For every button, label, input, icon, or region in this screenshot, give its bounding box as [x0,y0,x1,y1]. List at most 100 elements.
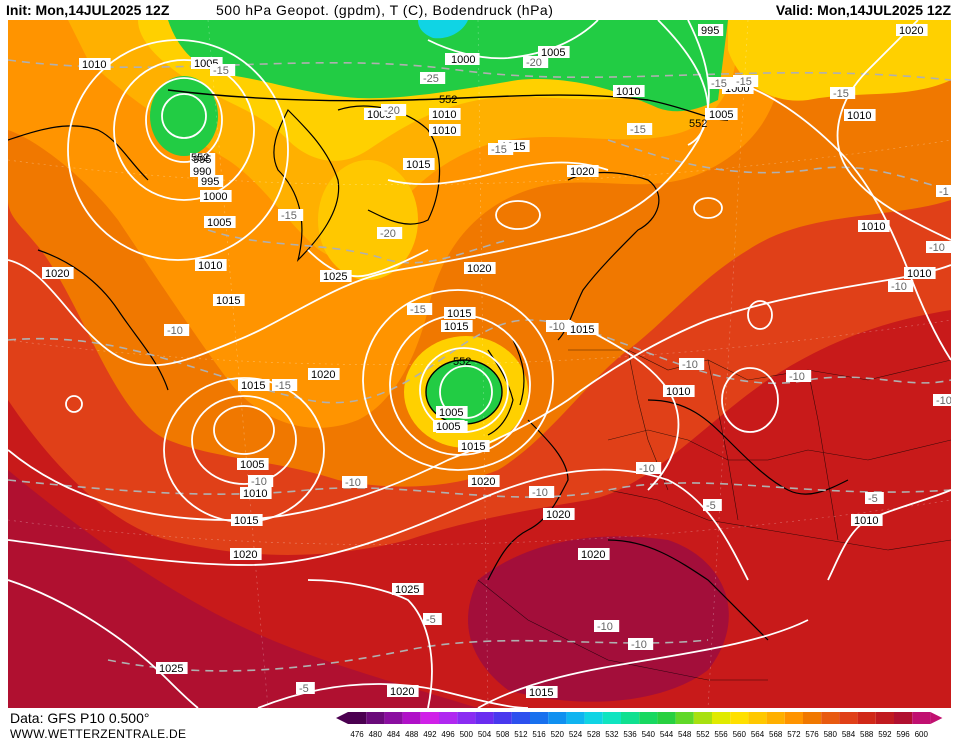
scale-value: 532 [605,730,619,739]
pressure-label-box [543,508,575,520]
scale-value: 560 [733,730,747,739]
pressure-label: 1005 [436,406,468,419]
pressure-label: 1025 [392,583,424,596]
temp-label: -10 [164,324,190,337]
pressure-label-text: 1015 [570,324,594,336]
map-canvas: 1005 1010 1005 995 1000 1005 1010 1020 1015 1010 1… [8,20,951,708]
scale-swatch [912,712,931,724]
temp-label-box [529,486,555,498]
temp-label: -15 [488,143,514,156]
temp-label-box [164,324,190,336]
pressure-label: 995 [198,175,224,188]
scale-swatch [657,712,676,724]
temp-label: -15 [272,379,298,392]
scale-swatch [894,712,913,724]
pressure-label-box [441,320,473,332]
pressure-label-text: 1010 [82,59,106,71]
temp-label: -10 [342,476,368,489]
temp-label-text: -10 [251,476,267,488]
field-green-west [150,76,218,156]
scale-swatch [621,712,640,724]
isobar-1025-b [307,579,433,708]
pressure-label-text: 1005 [207,217,231,229]
pressure-label-text: 1010 [243,488,267,500]
isobar-low-west-4 [67,39,289,261]
temp-label-box [278,209,304,221]
temperature-labels: -15 -25 -20 -20 -15 -15 -15 -20 -15 -15 -10 -15 -10 -… [164,56,951,695]
pressure-label-text: 1025 [159,663,183,675]
scale-swatch [457,712,476,724]
scale-swatch [730,712,749,724]
temp-label-text: -15 [491,144,507,156]
pressure-label: 1015 [238,379,270,392]
isobar-1005-ne [657,20,709,146]
pressure-label: 995 [190,153,216,166]
scale-swatch [566,712,585,724]
temp-label-box [248,475,274,487]
temp-label: -20 [523,56,549,69]
field-green-north [168,20,728,112]
pressure-label-box [896,24,928,36]
pressure-label-text: 1010 [907,268,931,280]
scale-value: 508 [496,730,510,739]
pressure-label-box [436,406,468,418]
temp-label-box [628,638,654,650]
pressure-label-box [448,53,480,65]
pressure-label-text: 1020 [581,549,605,561]
pressure-label-text: 1015 [406,159,430,171]
scale-value: 484 [387,730,401,739]
temp-label-box [272,379,298,391]
temp-label: -10 [248,475,274,488]
pressure-label-text: 1015 [234,515,258,527]
scale-swatch [839,712,858,724]
pressure-label-text: 1010 [616,86,640,98]
pressure-label-text: 1010 [666,386,690,398]
scale-swatch [511,712,530,724]
isobar-1020-d [387,161,609,185]
scale-value: 596 [896,730,910,739]
temp-label-text: -15 [833,88,849,100]
scale-value: 580 [824,730,838,739]
pressure-label-text: 1020 [233,549,257,561]
pressure-label-text: 1020 [899,25,923,37]
geopot-label: 552 [689,118,707,130]
scale-value: 528 [587,730,601,739]
pressure-label: 1010 [663,385,695,398]
temp-label-box [407,303,433,315]
pressure-label: 1020 [896,24,928,37]
temp-label: -10 [888,280,914,293]
pressure-label: 1015 [458,440,490,453]
pressure-label: 1020 [230,548,262,561]
isobar-1025-c [307,249,429,278]
temp-label: -10 [933,394,951,407]
scale-swatch [384,712,403,724]
init-time: Init: Mon,14JUL2025 12Z [6,2,170,18]
isobar-low-west-2 [145,77,223,163]
temp-label-box [703,499,722,511]
scale-value: 492 [423,730,437,739]
pressure-label: 1015 [444,307,476,320]
temp-label-text: -10 [549,321,565,333]
pressure-label-box [213,294,245,306]
scale-value: 504 [478,730,492,739]
pressure-label: 1025 [320,270,352,283]
scale-swatch [748,712,767,724]
temp-label-text: -10 [936,395,951,407]
pressure-label-text: 1010 [432,125,456,137]
temp-label: -10 [786,370,812,383]
geopot-label: 552 [191,152,209,164]
isobar-east-2 [747,300,773,330]
temp-label: -20 [381,104,407,117]
pressure-label-box [320,270,352,282]
pressure-label-text: 1020 [311,369,335,381]
pressure-label-box [403,158,435,170]
temp-label-text: -1 [939,186,949,198]
pressure-label: 1020 [308,368,340,381]
pressure-label-box [613,85,645,97]
temp-label-box [546,320,572,332]
scale-value: 540 [642,730,656,739]
scale-swatch [493,712,512,724]
temp-label-text: -15 [410,304,426,316]
temp-label: -10 [679,358,705,371]
scale-swatch [366,712,385,724]
